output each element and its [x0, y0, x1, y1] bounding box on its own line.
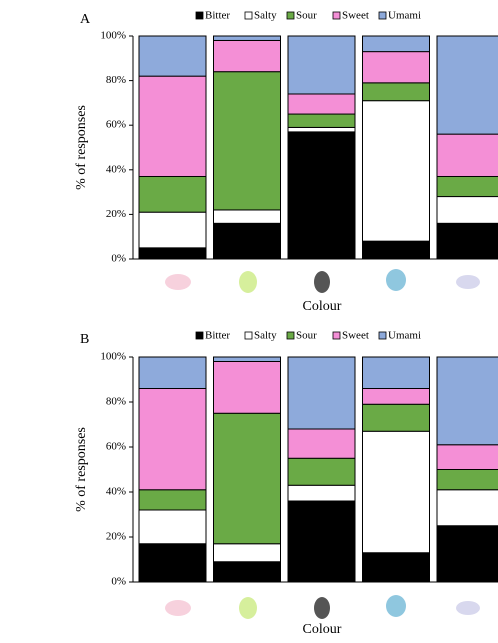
bar-segment: [437, 445, 498, 470]
icons-a: [165, 269, 480, 293]
legend-label: Bitter: [205, 10, 230, 22]
bar-segment: [288, 36, 355, 94]
x-axis-title: Colour: [303, 622, 342, 637]
bar-segment: [437, 197, 498, 224]
bar-segment: [214, 36, 281, 40]
bar-segment: [214, 40, 281, 71]
y-tick-label: 60%: [106, 119, 126, 131]
bar-segment: [139, 389, 206, 490]
bar-segment: [363, 52, 430, 83]
y-tick-label: 40%: [106, 163, 126, 175]
bar-segment: [363, 83, 430, 101]
bar-segment: [214, 210, 281, 223]
bar-segment: [139, 544, 206, 582]
legend-swatch: [379, 332, 386, 339]
bar-segment: [214, 223, 281, 259]
y-tick-label: 40%: [106, 486, 126, 498]
bar-segment: [288, 94, 355, 114]
y-tick-label: 0%: [111, 253, 126, 265]
legend-swatch: [196, 12, 203, 19]
y-tick-label: 100%: [100, 30, 126, 42]
bar-segment: [288, 429, 355, 458]
legend-swatch: [245, 12, 252, 19]
panel-label: B: [80, 332, 89, 347]
bar-segment: [139, 490, 206, 510]
bar-segment: [214, 72, 281, 210]
y-tick-label: 0%: [111, 576, 126, 588]
bar-segment: [437, 490, 498, 526]
bar-segment: [363, 36, 430, 52]
bar-segment: [214, 544, 281, 562]
legend-label: Salty: [254, 330, 277, 342]
bar-segment: [288, 501, 355, 582]
legend-label: Sweet: [342, 330, 369, 342]
legend-label: Sweet: [342, 10, 369, 22]
y-axis-title: % of responses: [74, 427, 89, 512]
bar-segment: [437, 176, 498, 196]
bar-segment: [139, 357, 206, 389]
bar-segment: [437, 36, 498, 134]
bar-segment: [214, 357, 281, 362]
y-tick-label: 80%: [106, 396, 126, 408]
legend-label: Salty: [254, 10, 277, 22]
bar-segment: [437, 470, 498, 490]
bar-segment: [288, 132, 355, 259]
panel-label: A: [80, 12, 91, 27]
y-tick-label: 60%: [106, 441, 126, 453]
bar-segment: [363, 357, 430, 389]
bar-segment: [363, 404, 430, 431]
bar-segment: [139, 176, 206, 212]
bar-segment: [288, 458, 355, 485]
bar-segment: [214, 562, 281, 582]
bar-segment: [139, 36, 206, 76]
bar-segment: [437, 526, 498, 582]
legend-label: Umami: [388, 10, 421, 22]
bar-segment: [139, 76, 206, 176]
bar-segment: [139, 248, 206, 259]
bar-segment: [288, 114, 355, 127]
bar-segment: [363, 553, 430, 582]
bar-segment: [139, 510, 206, 544]
y-axis-title: % of responses: [74, 105, 89, 190]
legend-label: Sour: [296, 10, 317, 22]
x-axis-title: Colour: [303, 299, 342, 314]
bar-segment: [288, 485, 355, 501]
legend-label: Bitter: [205, 330, 230, 342]
figure: A Bitter Salty Sour Sweet Umami 0% 20% 40% 60% 80%…: [0, 0, 498, 643]
bar-segment: [214, 362, 281, 414]
bar-segment: [139, 212, 206, 248]
y-tick-label: 20%: [106, 208, 126, 220]
legend-swatch: [333, 332, 340, 339]
bar-segment: [437, 357, 498, 445]
legend-swatch: [245, 332, 252, 339]
legend-label: Umami: [388, 330, 421, 342]
bar-segment: [363, 241, 430, 259]
legend-swatch: [379, 12, 386, 19]
y-tick-label: 20%: [106, 531, 126, 543]
bar-segment: [437, 134, 498, 176]
bar-segment: [288, 127, 355, 131]
legend-swatch: [287, 332, 294, 339]
bar-segment: [437, 223, 498, 259]
bar-segment: [363, 101, 430, 241]
bar-segment: [363, 431, 430, 553]
bar-segment: [288, 357, 355, 429]
y-tick-label: 80%: [106, 74, 126, 86]
legend-label: Sour: [296, 330, 317, 342]
bar-segment: [214, 413, 281, 544]
icons-b: [165, 595, 480, 619]
y-tick-label: 100%: [100, 351, 126, 363]
legend-swatch: [287, 12, 294, 19]
bar-segment: [363, 389, 430, 405]
legend-swatch: [196, 332, 203, 339]
legend-swatch: [333, 12, 340, 19]
